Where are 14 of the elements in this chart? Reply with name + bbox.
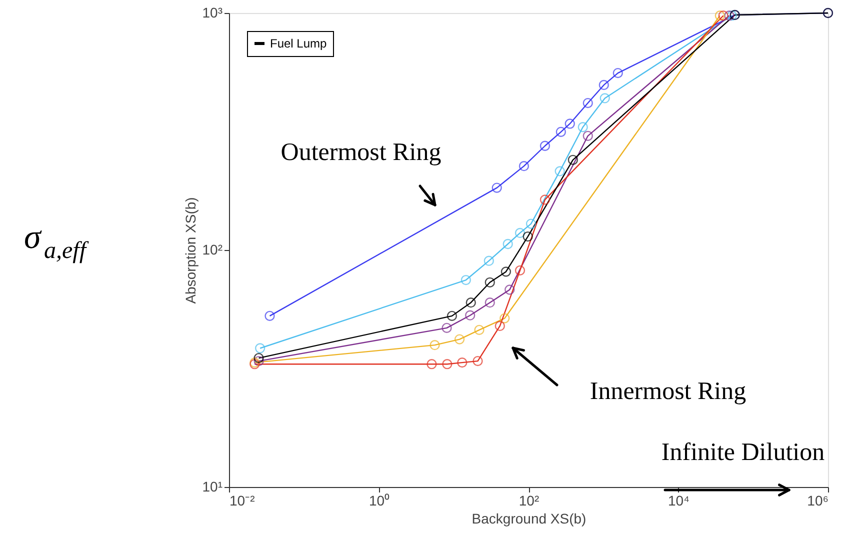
x-axis-title: Background XS(b) bbox=[472, 510, 586, 526]
y-tick-label: 10² bbox=[202, 242, 223, 258]
annotation: Outermost Ring bbox=[280, 139, 442, 166]
y-tick-label: 10¹ bbox=[202, 478, 223, 494]
annotation: Innermost Ring bbox=[590, 378, 747, 405]
x-tick-label: 10⁰ bbox=[368, 492, 390, 508]
y-tick-label: 10³ bbox=[202, 4, 223, 20]
x-tick-label: 10² bbox=[518, 492, 540, 508]
annotation: Infinite Dilution bbox=[661, 439, 826, 466]
x-tick-label: 10⁴ bbox=[668, 492, 690, 508]
y-axis-title: Absorption XS(b) bbox=[182, 197, 198, 304]
x-tick-label: 10⁻² bbox=[230, 492, 256, 508]
legend-label: Fuel Lump bbox=[270, 36, 328, 50]
x-tick-label: 10⁶ bbox=[807, 492, 828, 508]
